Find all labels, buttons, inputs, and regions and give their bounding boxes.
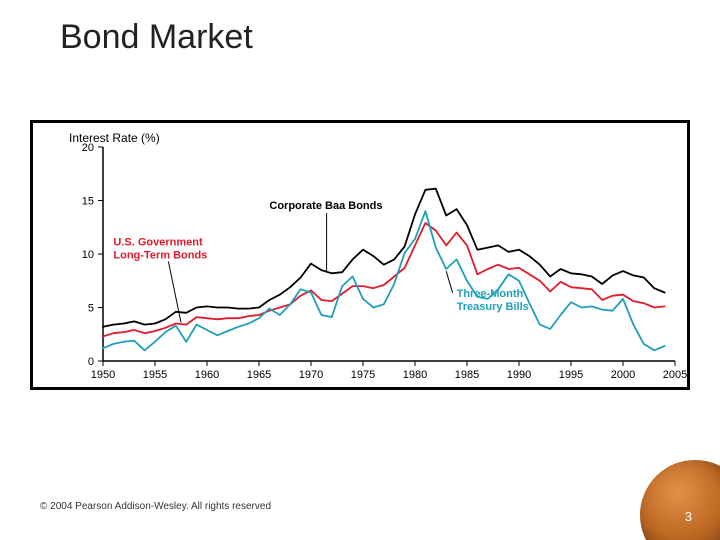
series-label-tbill-1: Three-Month [457, 288, 524, 300]
series-label-tbill-2: Treasury Bills [457, 301, 529, 313]
series-label-usgov-1: U.S. Government [113, 236, 203, 248]
svg-text:1980: 1980 [403, 369, 427, 381]
series-label-usgov-2: Long-Term Bonds [113, 249, 207, 261]
bond-market-chart: Interest Rate (%) 0510152019501955196019… [30, 120, 690, 390]
chart-svg: 0 5 10 15 20 1950 1955 1960 1965 1970 1975 1980 1985… [33, 123, 687, 387]
svg-text:1990: 1990 [507, 369, 531, 381]
series-label-baa: Corporate Baa Bonds [269, 200, 382, 212]
svg-text:1960: 1960 [195, 369, 219, 381]
svg-text:0: 0 [88, 356, 94, 368]
slide: Bond Market Interest Rate (%) 0510152019… [0, 0, 720, 540]
svg-text:2000: 2000 [611, 369, 635, 381]
svg-text:1955: 1955 [143, 369, 167, 381]
corner-decoration-sphere [640, 460, 720, 540]
svg-text:10: 10 [82, 249, 94, 261]
series-line [103, 211, 665, 350]
svg-text:15: 15 [82, 196, 94, 208]
svg-text:1985: 1985 [455, 369, 479, 381]
svg-text:2005: 2005 [663, 369, 687, 381]
svg-text:5: 5 [88, 303, 94, 315]
copyright-text: © 2004 Pearson Addison-Wesley. All right… [40, 501, 271, 512]
page-number: 3 [685, 509, 692, 524]
svg-text:20: 20 [82, 142, 94, 154]
page-title: Bond Market [60, 18, 253, 57]
svg-text:1965: 1965 [247, 369, 271, 381]
svg-text:1950: 1950 [91, 369, 115, 381]
svg-text:1975: 1975 [351, 369, 375, 381]
svg-text:1995: 1995 [559, 369, 583, 381]
svg-text:1970: 1970 [299, 369, 323, 381]
